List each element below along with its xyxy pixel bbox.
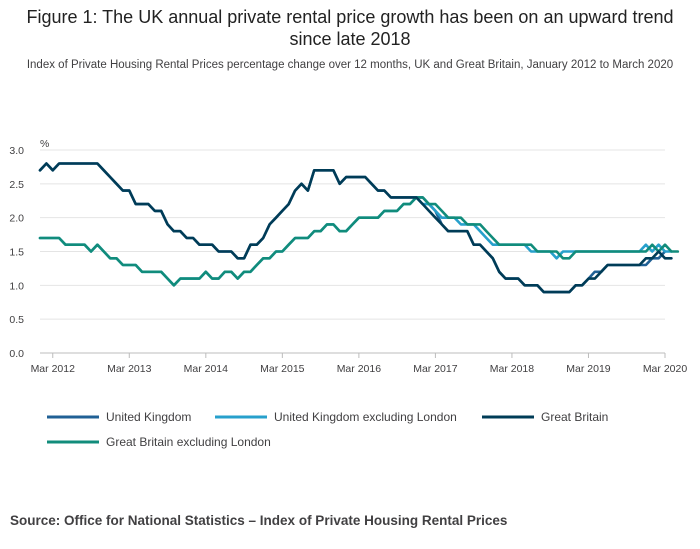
- chart-subtitle: Index of Private Housing Rental Prices p…: [26, 59, 674, 71]
- series-line-3: [38, 196, 680, 287]
- series-line-2: [38, 162, 673, 294]
- chart-title: Figure 1: The UK annual private rental p…: [26, 7, 674, 49]
- chart-series: [38, 162, 680, 294]
- source-note: Source: Office for National Statistics –…: [10, 513, 508, 528]
- x-tick-label: Mar 2019: [566, 363, 611, 375]
- legend-label: United Kingdom: [106, 410, 191, 424]
- line-chart: % 0.0 0.5 1.0 1.5 2.0 2.5 3.0 Mar 2012 Mar 2013…: [9, 138, 688, 449]
- x-tick-label: Mar 2013: [107, 363, 152, 375]
- series-line-0: [38, 162, 667, 294]
- x-tick-label: Mar 2020: [643, 363, 688, 375]
- legend-label: United Kingdom excluding London: [274, 410, 457, 424]
- legend-label: Great Britain: [541, 410, 608, 424]
- y-tick-label: 0.5: [9, 314, 24, 326]
- y-tick-label: 1.5: [9, 247, 24, 259]
- x-tick-label: Mar 2012: [31, 363, 76, 375]
- y-tick-label: 0.0: [9, 348, 24, 360]
- chart-legend: United Kingdom United Kingdom excluding L…: [47, 410, 608, 449]
- x-tick-label: Mar 2017: [413, 363, 458, 375]
- y-axis-label: %: [40, 138, 49, 150]
- y-axis-ticks: 0.0 0.5 1.0 1.5 2.0 2.5 3.0: [9, 145, 24, 360]
- y-tick-label: 3.0: [9, 145, 24, 157]
- y-tick-label: 2.5: [9, 179, 24, 191]
- chart-grid: [40, 149, 665, 354]
- y-tick-label: 1.0: [9, 280, 24, 292]
- x-tick-label: Mar 2015: [260, 363, 305, 375]
- x-tick-label: Mar 2018: [490, 363, 535, 375]
- y-tick-label: 2.0: [9, 213, 24, 225]
- x-tick-label: Mar 2016: [337, 363, 382, 375]
- legend-label: Great Britain excluding London: [106, 435, 271, 449]
- x-axis-ticks: Mar 2012 Mar 2013 Mar 2014 Mar 2015 Mar 2016…: [31, 353, 688, 375]
- series-line-1: [38, 196, 673, 287]
- x-tick-label: Mar 2014: [184, 363, 229, 375]
